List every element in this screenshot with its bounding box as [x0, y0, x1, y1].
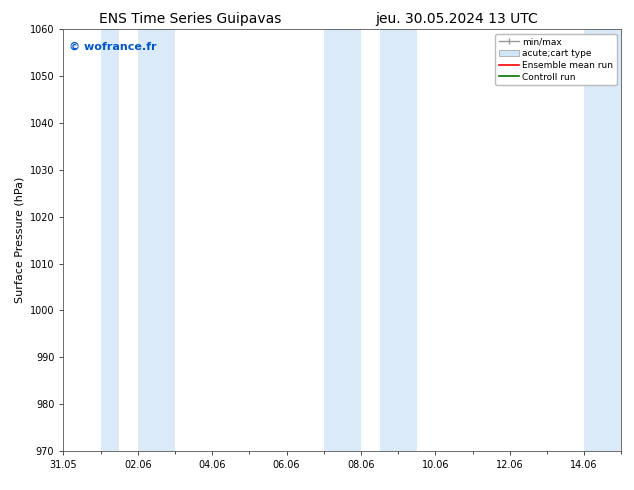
Text: © wofrance.fr: © wofrance.fr	[69, 42, 157, 52]
Legend: min/max, acute;cart type, Ensemble mean run, Controll run: min/max, acute;cart type, Ensemble mean …	[495, 34, 617, 85]
Bar	[324, 29, 361, 451]
Bar	[138, 29, 175, 451]
Bar	[584, 29, 621, 451]
Y-axis label: Surface Pressure (hPa): Surface Pressure (hPa)	[14, 177, 24, 303]
Bar	[101, 29, 119, 451]
Text: jeu. 30.05.2024 13 UTC: jeu. 30.05.2024 13 UTC	[375, 12, 538, 26]
Bar	[380, 29, 417, 451]
Text: ENS Time Series Guipavas: ENS Time Series Guipavas	[99, 12, 281, 26]
